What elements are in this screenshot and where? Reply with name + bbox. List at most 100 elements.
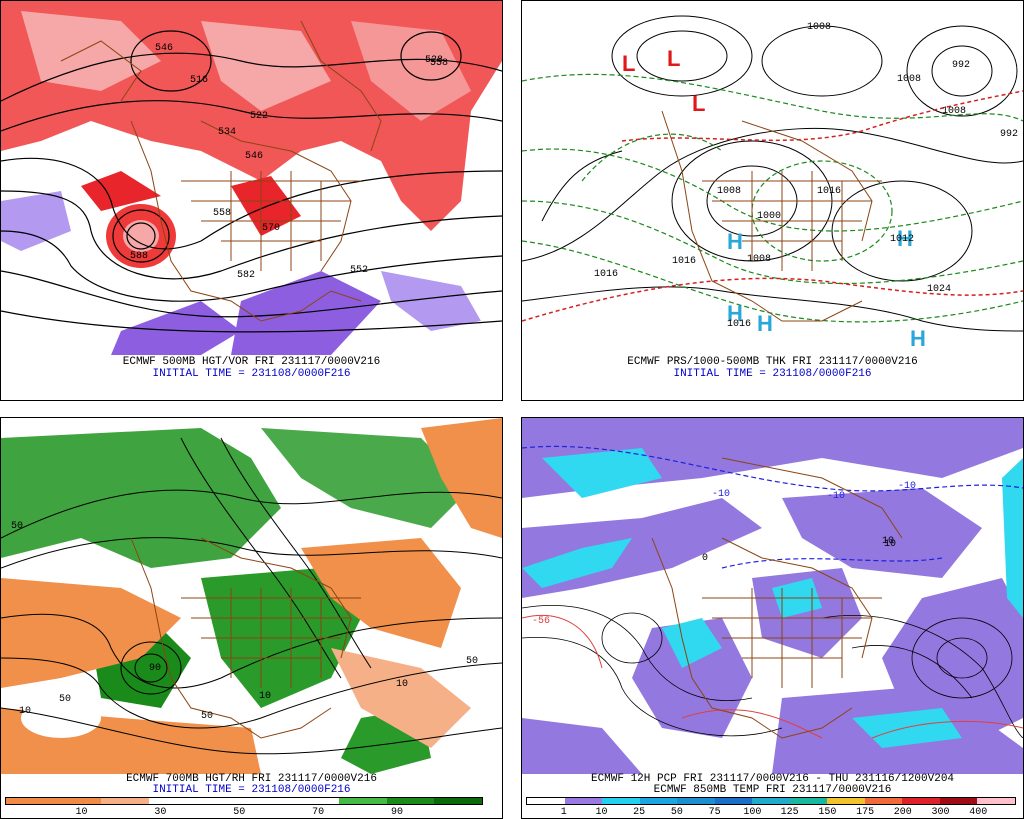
legend-swatch (53, 798, 102, 804)
legend-swatch (564, 798, 603, 804)
caption-bottom-right-line2: ECMWF 850MB TEMP FRI 231117/0000V216 (653, 784, 892, 796)
map-700mb-rh: 50 10 50 90 50 10 50 10 (1, 418, 502, 774)
legend-swatch (827, 798, 865, 804)
temp-label: 0 (702, 553, 708, 564)
legend-tick: 50 (670, 807, 683, 818)
rh-label: 10 (259, 691, 271, 702)
temp-label: -10 (898, 481, 916, 492)
height-label: 516 (190, 75, 208, 86)
temp-label: -10 (827, 491, 845, 502)
isobar-label: 1016 (817, 186, 841, 197)
rh-label: 50 (11, 521, 23, 532)
temp-label: 10 (884, 539, 896, 550)
legend-tick: 400 (969, 807, 988, 818)
rh-label: 10 (396, 679, 408, 690)
legend-tick: 90 (390, 807, 403, 818)
legend-tick: 70 (312, 807, 325, 818)
caption-bottom-left-line1: ECMWF 700MB HGT/RH FRI 231117/0000V216 (126, 773, 377, 785)
isobar-label: 1008 (897, 74, 921, 85)
legend-swatch (243, 798, 292, 804)
rh-color-legend (5, 797, 483, 805)
legend-swatch (434, 798, 482, 804)
legend-swatch (752, 798, 790, 804)
legend-tick: 75 (708, 807, 721, 818)
legend-swatch (864, 798, 903, 804)
height-label: 546 (245, 151, 263, 162)
high-symbol: H (727, 229, 743, 254)
height-label: 558 (213, 208, 231, 219)
isobar-label: 1008 (747, 254, 771, 265)
rh-label: 90 (149, 663, 161, 674)
legend-tick: 175 (856, 807, 875, 818)
low-symbol: L (622, 51, 635, 76)
height-label: 522 (250, 111, 268, 122)
isobar-label: 1024 (927, 284, 951, 295)
legend-tick: 10 (75, 807, 88, 818)
isobar-label: 1012 (890, 234, 914, 245)
legend-swatch (291, 798, 340, 804)
temp-label: -56 (532, 616, 550, 627)
height-label: 582 (237, 270, 255, 281)
legend-swatch (714, 798, 753, 804)
top-left-contour-labels: 516 522 528 534 546 558 570 582 552 588 … (130, 43, 448, 281)
height-label: 546 (155, 43, 173, 54)
pcp-color-legend (526, 797, 1016, 805)
isobar-label: 1008 (807, 22, 831, 33)
legend-tick: 50 (233, 807, 246, 818)
rh-label: 50 (59, 694, 71, 705)
high-symbol: H (910, 326, 926, 351)
panel-12h-pcp-850mb-temp: -10 0 10 -10 10 -10 -56 ECMWF 12H PCP FR… (521, 417, 1024, 819)
rh-label: 50 (466, 656, 478, 667)
pcp-legend-ticks: 1 10 25 50 75 100 125 150 175 200 300 40… (526, 807, 1016, 819)
temp-label: -10 (712, 489, 730, 500)
height-label: 558 (430, 58, 448, 69)
height-label: 588 (130, 251, 148, 262)
isobar-label: 1000 (757, 211, 781, 222)
legend-swatch (677, 798, 715, 804)
legend-tick: 30 (154, 807, 167, 818)
legend-swatch (902, 798, 940, 804)
legend-swatch (977, 798, 1015, 804)
legend-swatch (6, 798, 54, 804)
high-symbol: H (757, 311, 773, 336)
legend-swatch (602, 798, 640, 804)
legend-swatch (196, 798, 244, 804)
caption-top-right-line2: INITIAL TIME = 231108/0000F216 (673, 368, 872, 380)
height-label: 570 (262, 223, 280, 234)
caption-bottom-right-line1: ECMWF 12H PCP FRI 231117/0000V216 - THU … (590, 773, 955, 785)
high-symbol: H (727, 301, 743, 326)
legend-tick: 300 (931, 807, 950, 818)
isobar-label: 992 (1000, 129, 1018, 140)
legend-tick: 100 (743, 807, 762, 818)
map-precip-temp: -10 0 10 -10 10 -10 -56 (522, 418, 1023, 774)
legend-swatch (101, 798, 149, 804)
legend-swatch (148, 798, 197, 804)
caption-top-right-line1: ECMWF PRS/1000-500MB THK FRI 231117/0000… (627, 356, 918, 368)
rh-legend-ticks: 10 30 50 70 90 (5, 807, 483, 819)
height-label: 534 (218, 127, 236, 138)
rh-label: 50 (201, 711, 213, 722)
low-symbol: L (667, 46, 680, 71)
caption-bottom-left-line2: INITIAL TIME = 231108/0000F216 (152, 784, 351, 796)
legend-swatch (789, 798, 828, 804)
legend-swatch (527, 798, 565, 804)
legend-swatch (639, 798, 678, 804)
legend-tick: 150 (818, 807, 837, 818)
legend-tick: 125 (780, 807, 799, 818)
height-label: 552 (350, 265, 368, 276)
legend-swatch (386, 798, 435, 804)
legend-tick: 1 (560, 807, 567, 818)
panel-prs-thickness: L L L H H H H H 1008 992 1008 992 1008 1… (521, 0, 1024, 401)
temp-label: 10 (882, 536, 894, 547)
height-label: 528 (425, 55, 443, 66)
legend-tick: 10 (595, 807, 608, 818)
isobar-label: 1008 (942, 106, 966, 117)
isobar-label: 1016 (672, 256, 696, 267)
map-500mb-vorticity (1, 1, 502, 355)
panel-500mb-hgt-vor: ECMWF 500MB HGT/VOR FRI 231117/0000V216 … (0, 0, 503, 401)
isobar-label: 1016 (594, 269, 618, 280)
isobar-label: 1016 (727, 319, 751, 330)
low-symbol: L (692, 91, 705, 116)
isobar-label: 992 (952, 60, 970, 71)
legend-tick: 200 (893, 807, 912, 818)
